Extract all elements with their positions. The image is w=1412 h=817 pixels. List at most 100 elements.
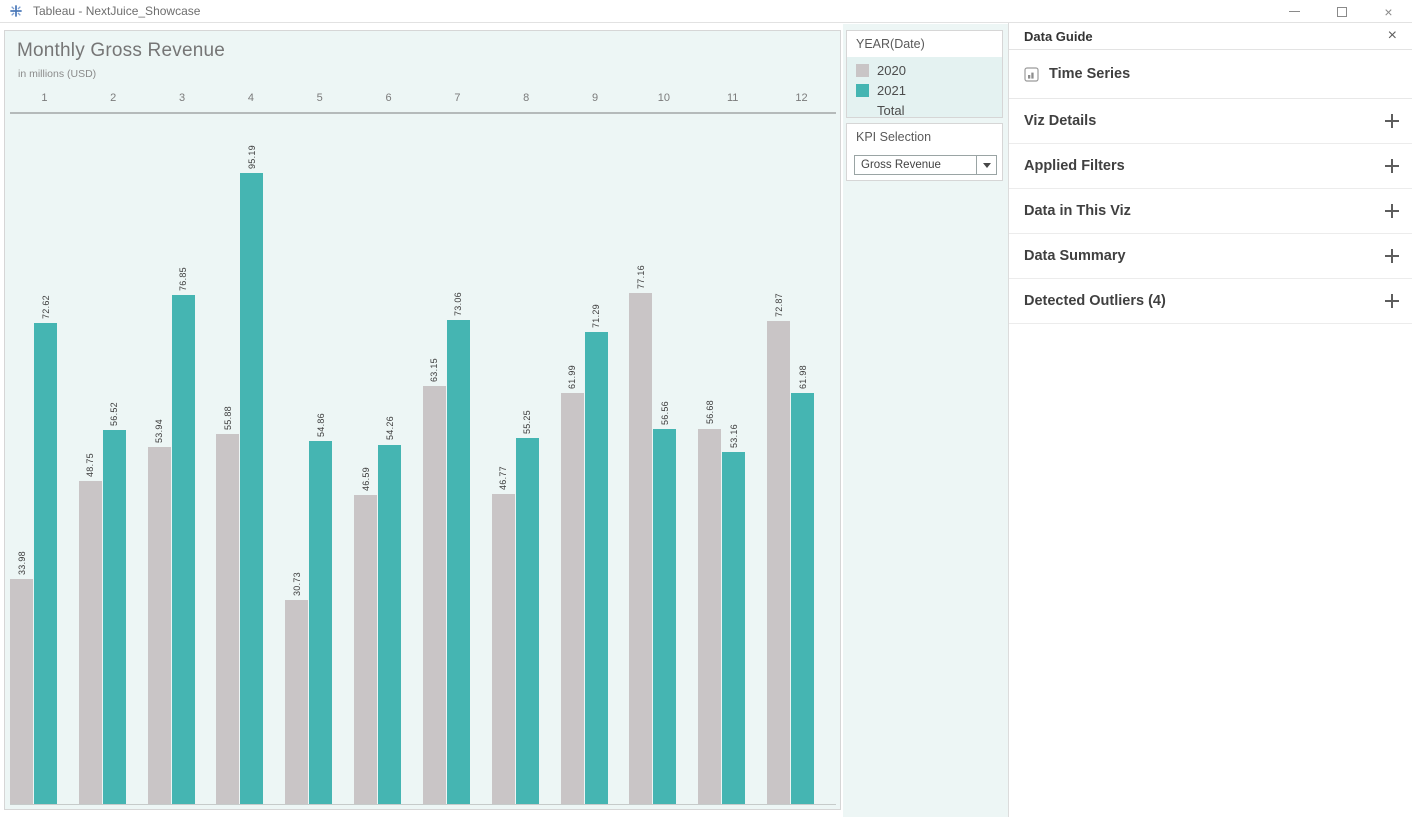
bar-value-label: 46.59	[360, 467, 371, 492]
bar-value-label: 30.73	[291, 572, 302, 597]
expand-plus-icon[interactable]	[1385, 114, 1399, 128]
bar-value-label: 71.29	[591, 303, 602, 328]
data-guide-section-data-summary[interactable]: Data Summary	[1009, 234, 1412, 279]
bar-2021-month-7[interactable]: 73.06	[446, 292, 470, 804]
expand-plus-icon[interactable]	[1385, 249, 1399, 263]
bar-2021-month-6[interactable]: 54.26	[378, 416, 402, 804]
bar-2021-month-12[interactable]: 61.98	[791, 365, 815, 804]
month-group-1: 33.98 72.62	[10, 115, 79, 804]
data-guide-close-icon[interactable]: ×	[1387, 27, 1397, 44]
bar-2020-month-2[interactable]: 48.75	[78, 453, 102, 804]
legend-item-label: Total	[877, 102, 905, 118]
bar-value-label: 76.85	[178, 266, 189, 291]
bar-value-label: 95.19	[246, 145, 257, 170]
section-label: Viz Details	[1024, 113, 1097, 129]
month-group-11: 56.68 53.16	[698, 115, 767, 804]
bar-value-label: 55.25	[522, 409, 533, 434]
month-group-6: 46.59 54.26	[354, 115, 423, 804]
bar-value-label: 53.16	[728, 423, 739, 448]
bar-2021-month-8[interactable]: 55.25	[515, 410, 539, 804]
bar-2020-month-5[interactable]: 30.73	[285, 572, 309, 804]
bar-value-label: 73.06	[453, 291, 464, 316]
x-axis-label-3: 3	[179, 92, 186, 104]
data-guide-section-data-in-this-viz[interactable]: Data in This Viz	[1009, 189, 1412, 234]
bar-2020-month-11[interactable]: 56.68	[698, 400, 722, 804]
expand-plus-icon[interactable]	[1385, 294, 1399, 308]
legend-strip: YEAR(Date) 2020 2021 Total KPI Selection G…	[843, 24, 1008, 817]
bar-2020-month-6[interactable]: 46.59	[354, 467, 378, 804]
bar-value-label: 54.86	[315, 412, 326, 437]
kpi-selection-card: KPI Selection Gross Revenue	[846, 123, 1003, 181]
bar-value-label: 48.75	[85, 452, 96, 477]
bar-value-label: 56.52	[109, 401, 120, 426]
bar-value-label: 61.98	[797, 365, 808, 390]
chart-title: Monthly Gross Revenue	[17, 40, 226, 61]
bar-2020-month-7[interactable]: 63.15	[422, 358, 446, 804]
close-button[interactable]: ×	[1365, 0, 1412, 23]
x-axis-line	[10, 112, 836, 114]
bar-2021-month-10[interactable]: 56.56	[653, 401, 677, 804]
data-guide-sections: Viz Details Applied Filters Data in This V…	[1009, 99, 1412, 324]
section-label: Data in This Viz	[1024, 203, 1131, 219]
expand-plus-icon[interactable]	[1385, 159, 1399, 173]
maximize-icon	[1336, 6, 1347, 17]
plot-baseline	[10, 804, 836, 805]
chart-subtitle: in millions (USD)	[18, 68, 97, 80]
bar-2020-month-8[interactable]: 46.77	[491, 466, 515, 804]
bar-2020-month-3[interactable]: 53.94	[147, 419, 171, 804]
bar-value-label: 72.87	[773, 293, 784, 318]
x-axis-label-6: 6	[385, 92, 392, 104]
x-axis-label-1: 1	[41, 92, 48, 104]
legend-item-2020[interactable]: 2020	[847, 60, 1002, 80]
x-axis-label-8: 8	[523, 92, 530, 104]
data-guide-sheet-row[interactable]: Time Series	[1009, 50, 1412, 99]
kpi-dropdown[interactable]: Gross Revenue	[854, 155, 997, 175]
x-axis-label-2: 2	[110, 92, 117, 104]
data-guide-section-viz-details[interactable]: Viz Details	[1009, 99, 1412, 144]
legend-title: YEAR(Date)	[847, 31, 1002, 57]
legend-items: 2020 2021 Total	[847, 57, 1002, 120]
bar-value-label: 77.16	[635, 264, 646, 289]
color-legend-card: YEAR(Date) 2020 2021 Total	[846, 30, 1003, 118]
month-group-4: 55.88 95.19	[216, 115, 285, 804]
chevron-down-icon	[982, 162, 991, 168]
expand-plus-icon[interactable]	[1385, 204, 1399, 218]
window-controls: ×	[1271, 0, 1412, 23]
bar-2020-month-9[interactable]: 61.99	[560, 365, 584, 804]
bar-2021-month-11[interactable]: 53.16	[722, 424, 746, 804]
legend-item-label: 2020	[877, 62, 906, 78]
x-axis-label-10: 10	[657, 92, 670, 104]
data-guide-section-applied-filters[interactable]: Applied Filters	[1009, 144, 1412, 189]
bar-2020-month-10[interactable]: 77.16	[629, 265, 653, 804]
legend-swatch	[856, 83, 869, 97]
month-group-2: 48.75 56.52	[78, 115, 148, 804]
month-group-5: 30.73 54.86	[285, 115, 354, 804]
month-group-7: 63.15 73.06	[422, 115, 492, 804]
legend-item-label: 2021	[877, 82, 906, 98]
window-title: Tableau - NextJuice_Showcase	[33, 4, 201, 18]
data-guide-title: Data Guide	[1024, 28, 1093, 44]
bar-2021-month-4[interactable]: 95.19	[240, 145, 264, 804]
section-label: Data Summary	[1024, 248, 1126, 264]
bar-2020-month-12[interactable]: 72.87	[767, 293, 791, 804]
bar-value-label: 53.94	[154, 418, 165, 443]
legend-swatch	[856, 63, 869, 77]
bar-2021-month-1[interactable]: 72.62	[34, 295, 57, 804]
legend-item-total[interactable]: Total	[847, 100, 1002, 120]
maximize-button[interactable]	[1318, 0, 1365, 23]
data-guide-section-detected-outliers-4[interactable]: Detected Outliers (4)	[1009, 279, 1412, 324]
chart-card: Monthly Gross Revenue in millions (USD) …	[4, 30, 841, 810]
bar-2021-month-9[interactable]: 71.29	[584, 304, 608, 804]
bar-2020-month-1[interactable]: 33.98	[10, 551, 33, 804]
bar-2021-month-2[interactable]: 56.52	[102, 402, 126, 804]
kpi-dropdown-arrow-button[interactable]	[976, 156, 996, 174]
x-axis-label-5: 5	[316, 92, 323, 104]
bar-2020-month-4[interactable]: 55.88	[216, 406, 240, 804]
bar-2021-month-3[interactable]: 76.85	[171, 267, 195, 804]
bar-plot-area: 33.98 72.62 48.75 56.52 53.94 76.85 55.88 95.19…	[10, 115, 836, 804]
bar-2021-month-5[interactable]: 54.86	[309, 413, 333, 804]
minimize-button[interactable]	[1271, 0, 1318, 23]
x-axis: 1 2 3 4 5 6 7 8 9 10 11 12	[10, 92, 836, 108]
legend-item-2021[interactable]: 2021	[847, 80, 1002, 100]
bar-value-label: 55.88	[222, 405, 233, 430]
